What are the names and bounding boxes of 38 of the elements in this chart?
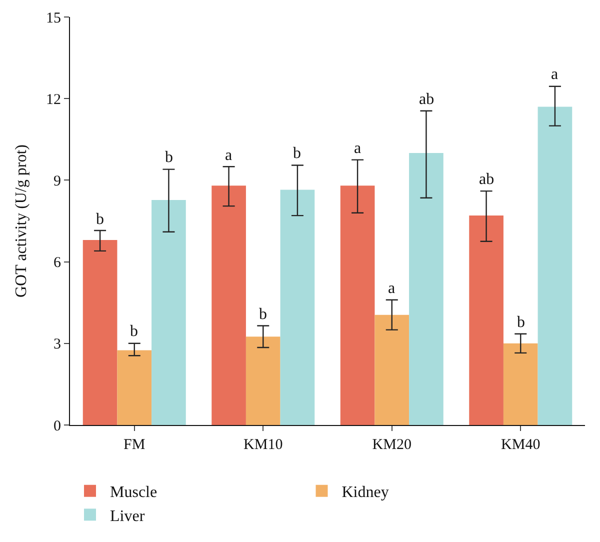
y-axis-title: GOT activity (U/g prot) <box>12 144 30 298</box>
x-tick-label: KM20 <box>372 437 412 453</box>
data-label: a <box>388 280 396 297</box>
legend-label: Muscle <box>110 484 158 502</box>
data-label: ab <box>419 91 434 108</box>
y-tick-label: 6 <box>54 255 62 272</box>
bar <box>503 343 538 425</box>
bar <box>152 200 186 425</box>
bar <box>340 186 375 425</box>
bar <box>246 336 280 425</box>
data-label: b <box>259 306 267 323</box>
bar <box>538 106 572 425</box>
data-label: b <box>165 149 173 166</box>
x-tick-label: KM40 <box>501 437 540 453</box>
bar <box>374 314 410 425</box>
legend-label: Kidney <box>342 484 389 502</box>
x-tick-label: KM10 <box>244 437 283 453</box>
bar <box>280 190 315 425</box>
data-label: b <box>96 211 104 228</box>
data-label: b <box>130 323 138 340</box>
x-tick-label: FM <box>124 437 146 453</box>
data-label: a <box>354 140 362 157</box>
bar <box>82 240 118 425</box>
legend-label: Liver <box>110 508 146 525</box>
data-label: b <box>517 314 525 331</box>
data-label: a <box>551 66 558 83</box>
y-tick-label: 0 <box>54 418 61 434</box>
bar <box>469 216 504 425</box>
y-tick-label: 3 <box>54 336 61 353</box>
y-tick-label: 12 <box>46 92 61 108</box>
y-tick-label: 9 <box>54 173 61 190</box>
y-tick-label: 15 <box>46 10 61 26</box>
data-label: b <box>293 145 301 162</box>
data-label: a <box>225 147 232 164</box>
data-label: ab <box>479 171 494 188</box>
bar <box>212 186 246 425</box>
bar <box>409 153 444 425</box>
bar <box>117 350 152 425</box>
